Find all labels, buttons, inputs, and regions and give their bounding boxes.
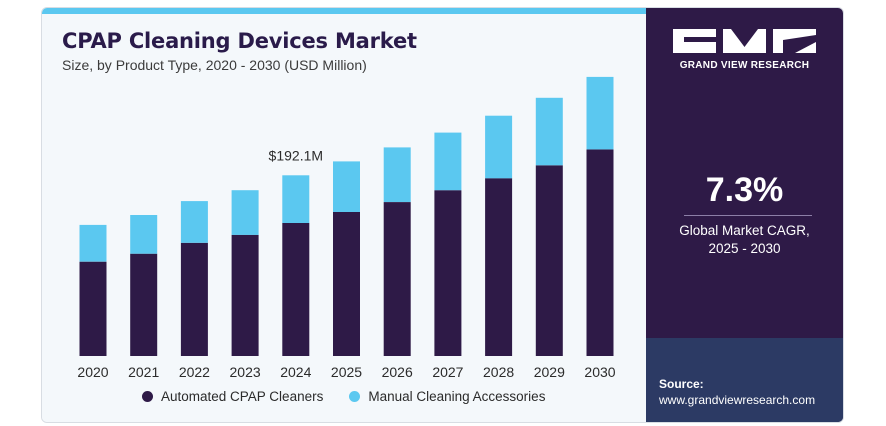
bar-automated-2026 bbox=[383, 202, 411, 356]
x-tick-label-2024: 2024 bbox=[280, 364, 311, 380]
cagr-value: 7.3% bbox=[705, 171, 784, 209]
bar-manual-2021 bbox=[130, 215, 158, 254]
legend-label-manual: Manual Cleaning Accessories bbox=[368, 389, 546, 404]
x-tick-label-2021: 2021 bbox=[128, 364, 159, 380]
bar-manual-2030 bbox=[586, 76, 614, 150]
chart-subtitle: Size, by Product Type, 2020 - 2030 (USD … bbox=[62, 57, 367, 73]
x-tick-label-2025: 2025 bbox=[331, 364, 362, 380]
chart-legend: Automated CPAP Cleaners Manual Cleaning … bbox=[142, 389, 571, 404]
chart-title: CPAP Cleaning Devices Market bbox=[62, 29, 417, 53]
legend-item-automated: Automated CPAP Cleaners bbox=[142, 389, 323, 404]
cagr-divider bbox=[684, 215, 812, 216]
infographic-card: CPAP Cleaning Devices Market Size, by Pr… bbox=[41, 7, 844, 423]
x-tick-label-2020: 2020 bbox=[77, 364, 108, 380]
bar-automated-2022 bbox=[180, 242, 208, 356]
x-tick-label-2027: 2027 bbox=[432, 364, 463, 380]
bar-manual-2024 bbox=[282, 175, 310, 223]
bar-manual-2022 bbox=[180, 201, 208, 243]
accent-bar bbox=[42, 8, 646, 14]
bar-manual-2025 bbox=[333, 161, 360, 212]
cagr-label: Global Market CAGR, 2025 - 2030 bbox=[646, 222, 843, 258]
legend-label-automated: Automated CPAP Cleaners bbox=[161, 389, 324, 404]
bar-manual-2027 bbox=[434, 132, 462, 191]
bar-automated-2021 bbox=[130, 253, 158, 356]
x-tick-label-2029: 2029 bbox=[534, 364, 565, 380]
x-tick-label-2022: 2022 bbox=[179, 364, 210, 380]
source-band bbox=[646, 338, 843, 422]
bar-automated-2029 bbox=[535, 165, 563, 356]
legend-item-manual: Manual Cleaning Accessories bbox=[349, 389, 545, 404]
bar-manual-2026 bbox=[383, 147, 411, 202]
cagr-label-line2: 2025 - 2030 bbox=[708, 241, 781, 256]
bar-automated-2027 bbox=[434, 190, 462, 356]
cagr-label-line1: Global Market CAGR, bbox=[679, 223, 810, 238]
x-tick-label-2028: 2028 bbox=[483, 364, 514, 380]
bar-automated-2024 bbox=[282, 222, 310, 356]
bar-automated-2025 bbox=[333, 212, 360, 356]
brand-name: GRAND VIEW RESEARCH bbox=[679, 60, 810, 71]
source-url: www.grandviewresearch.com bbox=[659, 393, 816, 407]
bar-manual-2023 bbox=[231, 190, 259, 235]
x-tick-label-2026: 2026 bbox=[382, 364, 413, 380]
bar-automated-2028 bbox=[485, 178, 513, 356]
bar-manual-2020 bbox=[79, 224, 107, 262]
chart-panel: CPAP Cleaning Devices Market Size, by Pr… bbox=[42, 8, 646, 422]
x-tick-label-2030: 2030 bbox=[584, 364, 615, 380]
bar-automated-2023 bbox=[231, 234, 259, 356]
bar-manual-2029 bbox=[535, 97, 563, 166]
data-label-2024: $192.1M bbox=[269, 147, 323, 163]
bar-automated-2020 bbox=[79, 261, 107, 356]
legend-swatch-automated bbox=[142, 391, 153, 402]
x-tick-label-2023: 2023 bbox=[230, 364, 261, 380]
legend-swatch-manual bbox=[349, 391, 361, 402]
source-title: Source: bbox=[659, 377, 704, 391]
stacked-bar-chart: 2020 2021 2022 2023 2024 2025 2026 2027 2028 2029… bbox=[77, 76, 616, 380]
bar-automated-2030 bbox=[586, 149, 614, 356]
grand-view-research-logo bbox=[673, 29, 816, 53]
info-sidebar: GRAND VIEW RESEARCH 7.3% Global Market C… bbox=[646, 8, 843, 422]
bar-manual-2028 bbox=[485, 115, 513, 179]
